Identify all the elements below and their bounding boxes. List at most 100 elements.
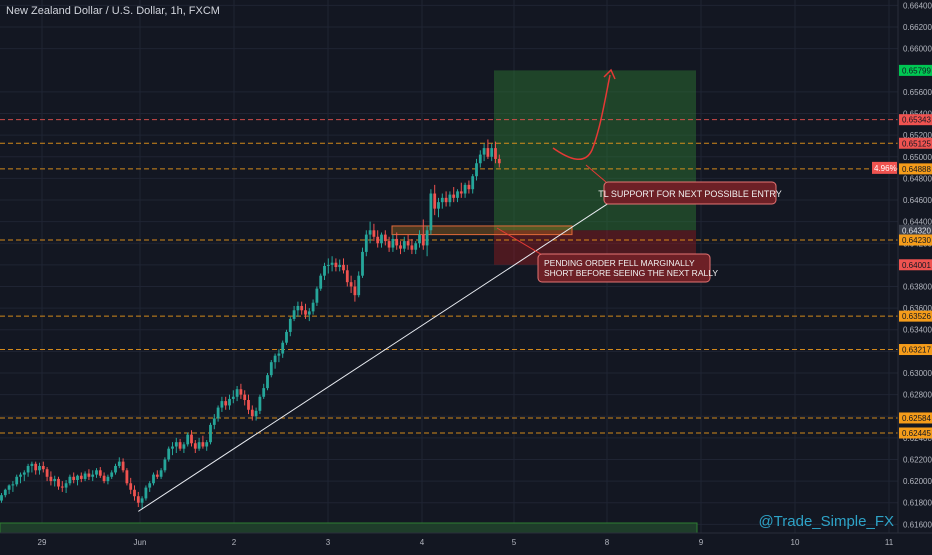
price-tick-label: 0.66400 (903, 1, 932, 10)
candle-body (357, 275, 361, 296)
candle-body (201, 442, 205, 447)
price-tick-label: 0.61600 (903, 520, 932, 529)
price-tag-label: 0.64001 (902, 261, 931, 270)
candle-body (30, 463, 34, 466)
callout-box-tl-support (603, 181, 777, 205)
price-tick-label: 0.65000 (903, 153, 932, 162)
candle-body (98, 470, 102, 476)
candle-body (26, 465, 30, 473)
candle-body (421, 234, 425, 246)
price-axis-background (898, 0, 932, 550)
price-tick-label: 0.65600 (903, 88, 932, 97)
candle-body (19, 474, 22, 477)
candle-body (38, 465, 41, 471)
candle-body (95, 470, 98, 475)
candle-body (155, 474, 159, 477)
candle-body (345, 270, 349, 283)
price-tag-label: 0.65343 (902, 116, 931, 125)
candle-body (212, 418, 216, 425)
candle-body (410, 245, 414, 250)
candle-body (391, 238, 395, 248)
candle-body (11, 484, 15, 486)
time-tick-label: 2 (232, 538, 237, 547)
candle-body (429, 193, 433, 231)
candle-body (330, 262, 334, 265)
candle-body (326, 264, 330, 266)
candle-body (258, 396, 262, 411)
candle-body (364, 234, 368, 252)
candle-body (311, 302, 315, 312)
candle-body (110, 472, 114, 477)
candle-body (254, 410, 258, 417)
candle-body (349, 282, 353, 287)
candle-body (292, 310, 296, 319)
candle-body (53, 478, 57, 482)
candles (0, 139, 501, 510)
candle-body (456, 191, 459, 198)
candle-body (323, 265, 326, 276)
candle-body (307, 311, 311, 315)
candle-body (167, 448, 171, 460)
price-axis: 0.66400 0.66200 0.66000 0.65600 0.65400 0.652… (872, 0, 932, 550)
candle-body (288, 318, 292, 332)
candle-body (319, 275, 323, 289)
time-tick-label: 4 (420, 538, 425, 547)
candle-body (296, 305, 300, 311)
candle-body (76, 475, 79, 481)
candle-body (399, 245, 402, 249)
candle-body (22, 472, 26, 475)
price-tag-label: 0.64320 (902, 226, 931, 235)
order-block-zone (391, 225, 573, 236)
candle-body (300, 305, 304, 311)
candle-body (163, 459, 167, 471)
time-tick-label: Jun (134, 538, 147, 547)
candle-body (361, 251, 364, 276)
chart-title: New Zealand Dollar / U.S. Dollar, 1h, FX… (6, 5, 220, 17)
time-tick-label: 5 (512, 538, 517, 547)
candle-body (87, 473, 91, 477)
candle-body (106, 476, 110, 482)
price-tag-badge (899, 259, 932, 271)
candle-body (486, 148, 490, 157)
candle-body (102, 475, 106, 482)
price-tick-label: 0.65400 (903, 110, 932, 119)
candle-body (34, 463, 38, 471)
horizontal-levels (0, 119, 898, 434)
candle-body (273, 355, 277, 363)
price-tag-label: 0.64888 (902, 165, 931, 174)
price-tick-label: 0.66200 (903, 23, 932, 32)
candle-body (79, 475, 83, 479)
change-badge-label: 4.96% (874, 164, 897, 173)
candle-body (205, 442, 209, 447)
price-tick-label: 0.64600 (903, 196, 932, 205)
callout-text-pending-order: PENDING ORDER FELL MARGINALLY (544, 258, 695, 268)
candle-body (243, 394, 247, 401)
candle-body (140, 498, 144, 503)
candle-body (440, 197, 444, 203)
candle-body (148, 483, 152, 488)
session-bar (0, 522, 698, 534)
price-tag-badge (899, 427, 932, 439)
candle-body (235, 389, 239, 397)
candle-body (402, 241, 406, 249)
price-tag-badge (899, 412, 932, 424)
price-tag-label: 0.62445 (902, 429, 931, 438)
candle-body (368, 230, 372, 235)
candle-body (475, 163, 478, 177)
candle-body (380, 234, 383, 244)
candle-body (125, 470, 129, 484)
candle-body (459, 191, 463, 194)
price-tag-badge (899, 234, 932, 246)
candle-body (7, 485, 11, 490)
time-tick-label: 11 (885, 538, 894, 547)
price-tag-badge (899, 163, 932, 175)
price-tick-label: 0.66000 (903, 45, 932, 54)
price-tag-badge (899, 310, 932, 322)
candle-body (49, 476, 53, 482)
projection-arrowhead (603, 68, 616, 80)
candle-body (304, 310, 307, 315)
price-tick-label: 0.61800 (903, 499, 932, 508)
time-tick-label: 3 (326, 538, 331, 547)
